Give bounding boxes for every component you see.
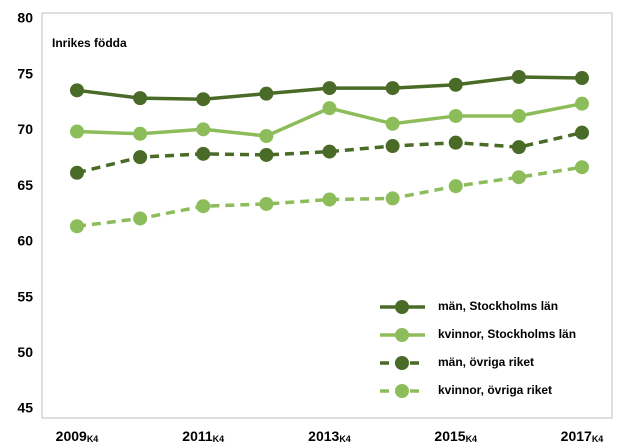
data-point xyxy=(575,71,589,86)
y-tick-label: 60 xyxy=(17,233,33,249)
series-line xyxy=(76,130,583,175)
y-tick-label: 50 xyxy=(17,344,33,360)
data-point xyxy=(196,146,211,161)
x-tick-suffix: K4 xyxy=(592,434,604,444)
data-point xyxy=(575,125,589,140)
y-tick-label: 65 xyxy=(17,177,33,193)
data-point xyxy=(575,160,589,175)
data-point xyxy=(322,101,337,116)
data-point xyxy=(385,81,400,96)
x-tick-year: 2015 xyxy=(434,428,465,444)
y-tick-label: 75 xyxy=(17,65,33,81)
data-point xyxy=(575,96,589,111)
data-point xyxy=(511,69,526,84)
data-point xyxy=(511,140,526,155)
data-point xyxy=(133,91,148,106)
y-tick-label: 70 xyxy=(17,121,33,137)
data-point xyxy=(70,83,84,98)
y-tick-label: 55 xyxy=(17,288,33,304)
data-point xyxy=(259,147,274,162)
plot-frame xyxy=(41,12,613,419)
x-tick-label: 2017K4 xyxy=(561,428,604,445)
data-point xyxy=(385,139,400,154)
x-tick-suffix: K4 xyxy=(213,434,225,444)
data-point xyxy=(196,199,211,214)
data-point xyxy=(448,135,463,150)
data-point xyxy=(385,116,400,131)
legend-label: män, Stockholms län xyxy=(438,299,558,313)
x-tick-year: 2013 xyxy=(308,428,339,444)
legend-marker xyxy=(395,384,409,398)
data-point xyxy=(322,144,337,159)
legend-label: kvinnor, övriga riket xyxy=(438,383,552,397)
data-point xyxy=(322,192,337,207)
series-line xyxy=(76,165,583,228)
data-point xyxy=(133,211,148,226)
data-point xyxy=(385,191,400,206)
data-point xyxy=(70,219,84,234)
data-point xyxy=(196,92,211,107)
legend-label: män, övriga riket xyxy=(438,355,534,369)
data-point xyxy=(259,196,274,211)
legend-label: kvinnor, Stockholms län xyxy=(438,327,576,341)
y-tick-label: 80 xyxy=(17,10,33,26)
data-point xyxy=(259,86,274,101)
data-point xyxy=(322,81,337,96)
data-point xyxy=(133,150,148,165)
x-tick-label: 2011K4 xyxy=(182,428,224,445)
x-tick-year: 2017 xyxy=(561,428,592,444)
x-tick-label: 2013K4 xyxy=(308,428,351,445)
data-point xyxy=(259,129,274,143)
data-point xyxy=(448,179,463,194)
annotation: Inrikes födda xyxy=(52,36,127,50)
x-tick-year: 2011 xyxy=(182,428,213,444)
x-tick-year: 2009 xyxy=(56,428,87,444)
data-point xyxy=(448,108,463,123)
x-tick-suffix: K4 xyxy=(339,434,351,444)
x-tick-label: 2009K4 xyxy=(56,428,99,445)
y-tick-label: 45 xyxy=(17,400,33,416)
legend-marker xyxy=(395,356,409,370)
legend-marker xyxy=(395,300,409,314)
x-tick-label: 2015K4 xyxy=(434,428,477,445)
legend-marker xyxy=(395,328,409,342)
data-point xyxy=(70,165,84,180)
data-point xyxy=(196,122,211,137)
data-point xyxy=(70,124,84,139)
x-tick-suffix: K4 xyxy=(466,434,478,444)
data-point xyxy=(133,126,148,141)
data-point xyxy=(511,170,526,185)
x-tick-suffix: K4 xyxy=(87,434,99,444)
data-point xyxy=(448,77,463,92)
data-point xyxy=(511,108,526,123)
